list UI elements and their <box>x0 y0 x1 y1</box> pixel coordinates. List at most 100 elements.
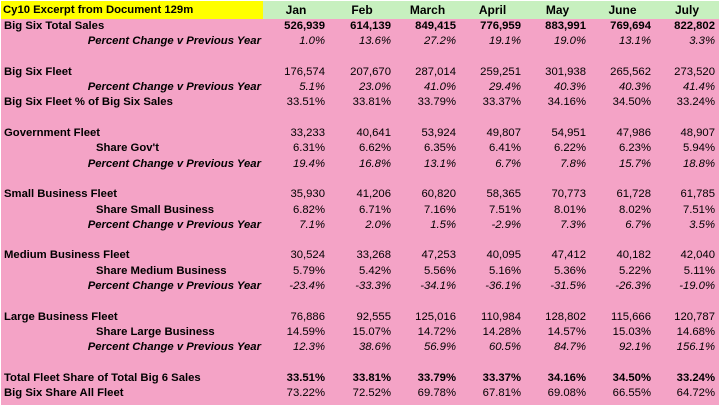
data-cell: 33.79% <box>417 371 456 384</box>
data-cell: 76,886 <box>290 310 325 323</box>
data-cell: 54,951 <box>551 127 586 140</box>
data-cell: 7.1% <box>299 218 325 231</box>
data-cell: 1.0% <box>299 35 325 48</box>
month-header: April <box>460 1 525 19</box>
data-cell: 27.2% <box>423 35 456 48</box>
data-cell: 776,959 <box>480 20 521 32</box>
data-cell: 883,991 <box>545 20 586 32</box>
data-cell: 33.37% <box>482 371 521 384</box>
row-label: Percent Change v Previous Year <box>87 280 261 293</box>
table-row: Total Fleet Share of Total Big 6 Sales 33… <box>1 371 719 386</box>
header-row: Cy10 Excerpt from Document 129m Jan Feb … <box>1 1 719 19</box>
data-cell: 40,182 <box>616 249 651 262</box>
data-cell: 33.81% <box>352 96 391 109</box>
table-row: Medium Business Fleet 30,524 33,268 47,253 4… <box>1 248 719 263</box>
table-row: Percent Change v Previous Year 12.3% 38.6%… <box>1 340 719 355</box>
data-cell: -2.9% <box>491 218 521 231</box>
data-cell: 40,641 <box>356 127 391 140</box>
data-cell: 7.16% <box>423 203 456 216</box>
data-cell: 6.31% <box>292 142 325 155</box>
data-cell: 35,930 <box>290 188 325 201</box>
data-cell: 34.16% <box>547 96 586 109</box>
data-cell: 769,694 <box>610 20 651 32</box>
data-cell: 33.81% <box>352 371 391 384</box>
data-cell: 6.35% <box>423 142 456 155</box>
data-cell: 13.1% <box>618 35 651 48</box>
data-cell: 61,785 <box>680 188 715 201</box>
data-cell: 34.16% <box>547 371 586 384</box>
data-cell: 3.5% <box>689 218 715 231</box>
data-cell: 14.57% <box>547 325 586 338</box>
data-cell: 15.07% <box>352 325 391 338</box>
data-cell: 301,938 <box>545 65 586 78</box>
month-header: May <box>525 1 590 19</box>
data-cell: 15.7% <box>618 157 651 170</box>
row-label: Big Six Fleet % of Big Six Sales <box>4 96 173 109</box>
row-label: Share Gov't <box>96 142 159 155</box>
data-cell: 56.9% <box>423 341 456 354</box>
data-cell: 6.82% <box>292 203 325 216</box>
data-cell: 128,802 <box>545 310 586 323</box>
row-label: Big Six Total Sales <box>4 20 105 32</box>
data-cell: 47,253 <box>421 249 456 262</box>
data-cell: 47,986 <box>616 127 651 140</box>
data-cell: 66.55% <box>612 387 651 400</box>
data-cell: 92.1% <box>618 341 651 354</box>
row-label: Share Large Business <box>96 325 215 338</box>
table-row: Big Six Share All Fleet 73.22% 72.52% 69.78… <box>1 386 719 401</box>
data-cell: 48,907 <box>680 127 715 140</box>
spacer-cell <box>1 172 719 187</box>
data-cell: 14.68% <box>676 325 715 338</box>
row-label: Government Fleet <box>4 127 101 140</box>
row-label: Total Fleet Share of Total Big 6 Sales <box>4 371 201 384</box>
data-cell: 7.3% <box>560 218 586 231</box>
data-cell: 176,574 <box>284 65 325 78</box>
data-cell: 849,415 <box>415 20 456 32</box>
data-cell: 8.02% <box>618 203 651 216</box>
data-cell: 6.62% <box>358 142 391 155</box>
data-cell: 33.37% <box>482 96 521 109</box>
data-cell: 40.3% <box>553 81 586 94</box>
data-cell: 34.50% <box>612 96 651 109</box>
data-cell: 60.5% <box>488 341 521 354</box>
data-cell: 16.8% <box>358 157 391 170</box>
table-row: Percent Change v Previous Year 7.1% 2.0% 1.… <box>1 218 719 233</box>
data-cell: 110,984 <box>481 310 521 323</box>
data-cell: 38.6% <box>358 341 391 354</box>
spacer-cell <box>1 111 719 126</box>
data-cell: 5.22% <box>618 264 651 277</box>
data-cell: 6.7% <box>495 157 521 170</box>
spacer-row <box>1 233 719 248</box>
table-row: Big Six Total Sales 526,939 614,139 849,415… <box>1 19 719 34</box>
row-label: Large Business Fleet <box>4 310 118 323</box>
data-cell: 6.23% <box>618 142 651 155</box>
data-cell: 30,524 <box>290 249 325 262</box>
data-cell: 6.22% <box>553 142 586 155</box>
data-cell: 7.51% <box>488 203 521 216</box>
table-row: Percent Change v Previous Year -23.4% -33.… <box>1 279 719 294</box>
row-label: Share Small Business <box>96 203 215 216</box>
data-cell: 14.59% <box>286 325 325 338</box>
data-cell: 33.24% <box>676 371 715 384</box>
data-cell: 33.51% <box>286 96 325 109</box>
table-row: Share Large Business 14.59% 15.07% 14.72% 14… <box>1 325 719 340</box>
table-row: Small Business Fleet 35,930 41,206 60,820 58… <box>1 187 719 202</box>
table-title: Cy10 Excerpt from Document 129m <box>1 1 263 19</box>
data-cell: 53,924 <box>421 127 456 140</box>
data-cell: -26.3% <box>615 280 651 293</box>
data-cell: 120,787 <box>674 310 715 323</box>
data-cell: 5.1% <box>299 81 325 94</box>
data-cell: 6.41% <box>488 142 521 155</box>
data-cell: -23.4% <box>289 280 325 293</box>
table-row: Percent Change v Previous Year 19.4% 16.8%… <box>1 157 719 172</box>
data-cell: 3.3% <box>689 35 715 48</box>
data-cell: 33.24% <box>676 96 715 109</box>
table-row: Share Small Business 6.82% 6.71% 7.16% 7.51%… <box>1 203 719 218</box>
data-cell: 42,040 <box>680 249 715 262</box>
data-cell: 41.4% <box>682 81 715 94</box>
data-cell: 72.52% <box>352 387 391 400</box>
row-label: Percent Change v Previous Year <box>87 341 261 354</box>
data-cell: 5.79% <box>292 264 325 277</box>
data-cell: 2.0% <box>365 218 391 231</box>
